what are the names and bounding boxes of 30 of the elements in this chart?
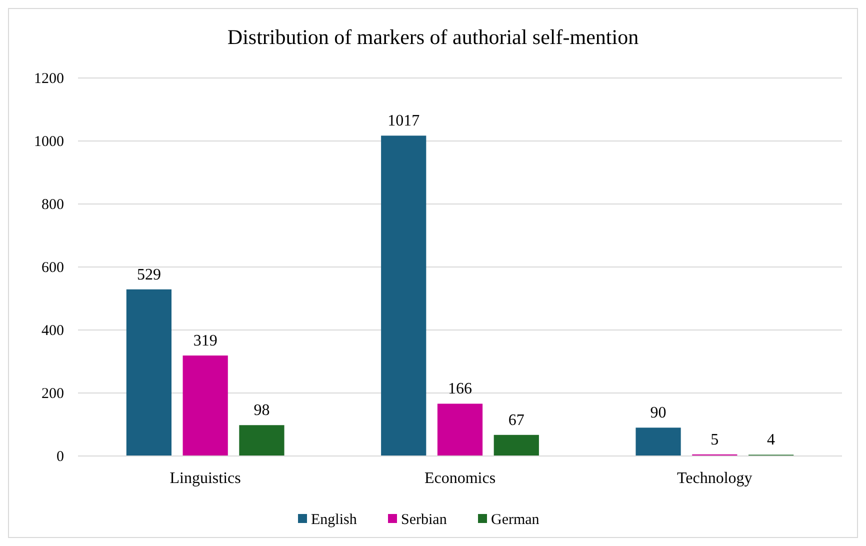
- x-tick-label: Linguistics: [170, 470, 241, 487]
- data-label: 529: [136, 266, 161, 284]
- data-label: 98: [254, 402, 270, 420]
- y-tick-label: 1200: [34, 71, 64, 87]
- y-tick-label: 200: [42, 386, 64, 402]
- data-label: 1017: [388, 112, 420, 130]
- bar: [494, 434, 539, 456]
- y-tick-label: 1000: [34, 134, 64, 150]
- data-label: 67: [508, 412, 524, 429]
- data-label: 166: [448, 380, 472, 398]
- y-tick-label: 400: [42, 323, 64, 339]
- legend-label: Serbian: [401, 512, 448, 528]
- y-tick-label: 0: [56, 449, 64, 465]
- bar: [182, 356, 228, 456]
- x-tick-label: Economics: [424, 470, 496, 487]
- legend-label: German: [491, 512, 540, 528]
- bar: [239, 425, 284, 456]
- bar: [437, 404, 483, 456]
- bar: [381, 136, 426, 456]
- data-label: 5: [710, 431, 719, 448]
- y-tick-label: 800: [42, 197, 64, 213]
- data-label: 319: [193, 332, 218, 350]
- y-tick-label: 600: [42, 260, 64, 276]
- data-label: 90: [650, 404, 666, 422]
- chart-title: Distribution of markers of authorial self-mention: [227, 25, 640, 49]
- x-tick-label: Technology: [677, 470, 752, 487]
- legend-label: English: [311, 512, 358, 528]
- bar: [636, 428, 681, 456]
- bar: [126, 289, 172, 456]
- data-label: 4: [767, 432, 776, 449]
